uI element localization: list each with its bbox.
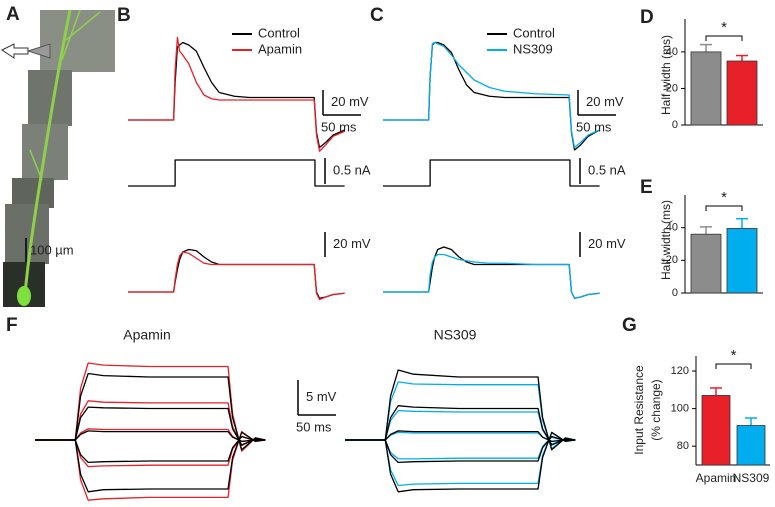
scale-bar-label: 0.5 nA [588,162,626,177]
scale-bar-label: 0.5 nA [333,162,371,177]
trace [345,381,576,450]
trace [345,432,576,487]
scale-bar-label: 20 mV [333,236,371,251]
y-axis-label: Input Resistance [632,365,646,455]
trace [345,431,576,493]
scale-bar-label: 100 µm [30,242,74,257]
trace [128,248,345,299]
arrow-gray [26,43,51,59]
trace [128,41,345,149]
micrograph: 100 µm A [1,4,115,307]
legend-label: NS309 [513,41,553,56]
panel-label: F [6,315,18,336]
y-axis-label: (% change) [649,379,663,440]
dendrite [22,9,72,305]
arrow-outline [1,43,29,59]
panel-label: B [117,5,131,26]
legend-label: Control [258,25,300,40]
trace [383,253,600,299]
bar [736,425,766,466]
significance-bracket [705,35,743,41]
x-tick-label: NS309 [733,471,770,485]
scale-bar-label: 50 ms [321,119,357,134]
trace [128,36,345,152]
significance-bracket [705,205,743,211]
significance-label: * [721,19,727,36]
significance-bracket [715,363,752,369]
significance-label: * [721,189,727,206]
chart-title: NS309 [434,327,477,343]
trace [35,362,266,452]
trace [345,430,576,443]
chart-title: Apamin [123,327,170,343]
panel-label: C [370,5,384,26]
scale-bar-label: 50 ms [296,419,332,434]
bar [726,60,758,126]
image-tile [5,204,49,264]
y-tick-label: 20 [666,254,678,266]
bar [690,233,722,294]
scale-bar-label: 20 mV [331,94,369,109]
trace [128,159,345,187]
bar [690,51,722,126]
trace [35,372,266,451]
y-tick-label: 40 [666,46,678,58]
y-tick-label: 0 [672,119,678,131]
soma [17,286,31,306]
legend-label: Apamin [258,41,302,56]
y-tick-label: 100 [671,403,689,415]
x-tick-label: Apamin [696,471,737,485]
y-tick-label: 0 [672,287,678,299]
panel-label: A [6,4,20,25]
trace [128,251,345,301]
trace [383,159,600,187]
image-tile [12,178,54,208]
y-tick-label: 20 [666,82,678,94]
trace [383,246,600,299]
scale-bar-label: 20 mV [586,94,624,109]
y-tick-label: 80 [677,440,689,452]
scale-bar-label: 50 ms [576,119,612,134]
trace [35,431,266,493]
trace [345,369,576,451]
y-axis-label: Half width (ms) [659,200,673,280]
y-tick-label: 40 [666,222,678,234]
image-tile [40,10,115,72]
significance-label: * [731,347,737,364]
scale-bar-label: 5 mV [306,389,337,404]
trace [35,430,266,443]
dendrite-branch [29,9,101,181]
scale-bar-label: 20 mV [588,236,626,251]
trace [383,41,600,149]
bar [726,228,758,294]
legend-label: Control [513,25,555,40]
trace [345,405,576,446]
trace [35,435,266,464]
trace [383,41,600,151]
trace [345,409,576,445]
trace [345,435,576,464]
y-tick-label: 120 [671,365,689,377]
panel-label: E [640,177,653,198]
y-axis-label: Half width (ms) [659,35,673,115]
trace [35,406,266,446]
panel-label: D [640,7,654,28]
bar [701,395,731,466]
panel-label: G [622,315,637,336]
